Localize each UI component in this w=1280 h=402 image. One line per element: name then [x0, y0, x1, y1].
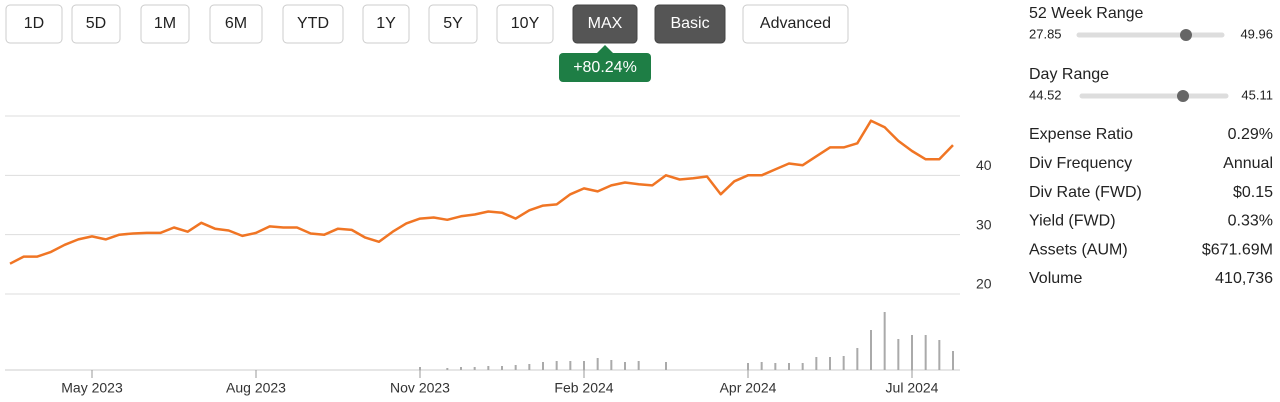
stat-label: Expense Ratio	[1029, 126, 1133, 143]
range-button-label[interactable]: 10Y	[511, 15, 540, 32]
volume-bar	[514, 365, 517, 370]
x-tick-label: Nov 2023	[390, 380, 450, 396]
volume-bar	[473, 367, 476, 370]
volume-bar	[555, 361, 558, 370]
stat-label: Yield (FWD)	[1029, 213, 1116, 230]
volume-bar	[870, 330, 872, 370]
volume-bar	[760, 362, 763, 370]
range-label: 52 Week Range	[1029, 5, 1144, 22]
range-button[interactable]	[496, 4, 554, 44]
volume-bar	[856, 348, 859, 370]
volume-bar	[446, 368, 449, 370]
stat-value: Annual	[1223, 155, 1273, 172]
stat-value: $0.15	[1233, 184, 1273, 201]
x-tick-label: Aug 2023	[226, 380, 286, 396]
volume-bar	[487, 366, 490, 370]
volume-bar	[583, 361, 585, 370]
x-tick-label: May 2023	[61, 380, 123, 396]
volume-bar	[952, 351, 954, 370]
price-line	[9, 119, 954, 265]
badge-caret	[597, 45, 613, 53]
range-button-label[interactable]: MAX	[588, 15, 623, 32]
range-button[interactable]	[742, 4, 849, 44]
volume-bar	[665, 362, 667, 370]
volume-bar	[542, 362, 544, 370]
range-button-label[interactable]: 5Y	[443, 15, 463, 32]
y-tick-label: 30	[976, 216, 992, 232]
range-high: 45.11	[1241, 87, 1273, 102]
range-button[interactable]	[362, 4, 410, 44]
volume-bar	[815, 357, 818, 370]
range-button[interactable]	[5, 4, 63, 44]
volume-bar	[637, 361, 640, 370]
range-dot	[1177, 90, 1189, 102]
range-low: 44.52	[1029, 87, 1062, 102]
volume-bar	[610, 360, 613, 370]
badge-text: +80.24%	[573, 59, 637, 76]
stat-label: Div Frequency	[1029, 155, 1132, 172]
stat-value: 0.33%	[1228, 213, 1273, 230]
range-button[interactable]	[572, 4, 638, 44]
y-tick-label: 20	[976, 276, 992, 292]
badge-box	[559, 53, 651, 82]
range-button-label[interactable]: Advanced	[760, 15, 831, 32]
range-button-label[interactable]: 6M	[225, 15, 247, 32]
volume-bar	[788, 363, 790, 370]
volume-bar	[883, 312, 886, 370]
range-dot	[1180, 29, 1192, 41]
volume-bar	[569, 361, 572, 370]
range-button-label[interactable]: Basic	[670, 15, 709, 32]
volume-bar	[460, 367, 462, 370]
range-button-label[interactable]: YTD	[297, 15, 329, 32]
x-tick-label: Jul 2024	[886, 380, 939, 396]
range-label: Day Range	[1029, 66, 1109, 83]
stat-label: Assets (AUM)	[1029, 241, 1128, 258]
range-button-label[interactable]: 5D	[86, 15, 106, 32]
range-button[interactable]	[428, 4, 478, 44]
range-button[interactable]	[282, 4, 344, 44]
x-tick-label: Apr 2024	[720, 380, 777, 396]
range-button[interactable]	[209, 4, 263, 44]
range-low: 27.85	[1029, 26, 1062, 41]
volume-bar	[911, 335, 913, 370]
volume-bar	[829, 357, 831, 370]
volume-bar	[501, 366, 503, 370]
range-high: 49.96	[1240, 26, 1273, 41]
volume-bar	[897, 339, 900, 370]
stat-value: $671.69M	[1202, 241, 1273, 258]
volume-bar	[801, 363, 804, 370]
x-tick-label: Feb 2024	[554, 380, 613, 396]
range-button-label[interactable]: 1D	[24, 15, 44, 32]
volume-bar	[747, 363, 749, 370]
volume-bar	[938, 340, 941, 370]
stat-value: 410,736	[1215, 270, 1273, 287]
volume-bar	[596, 358, 599, 370]
range-button[interactable]	[71, 4, 121, 44]
range-button[interactable]	[140, 4, 190, 44]
stat-label: Volume	[1029, 270, 1082, 287]
volume-bar	[774, 363, 777, 370]
stat-value: 0.29%	[1228, 126, 1273, 143]
volume-bar	[924, 335, 927, 370]
y-tick-label: 40	[976, 157, 992, 173]
range-button-label[interactable]: 1Y	[376, 15, 396, 32]
range-button[interactable]	[654, 4, 726, 44]
stat-label: Div Rate (FWD)	[1029, 184, 1142, 201]
volume-bar	[528, 364, 531, 370]
volume-bar	[842, 356, 845, 370]
volume-bar	[624, 362, 626, 370]
range-button-label[interactable]: 1M	[154, 15, 176, 32]
volume-bar	[419, 367, 421, 370]
